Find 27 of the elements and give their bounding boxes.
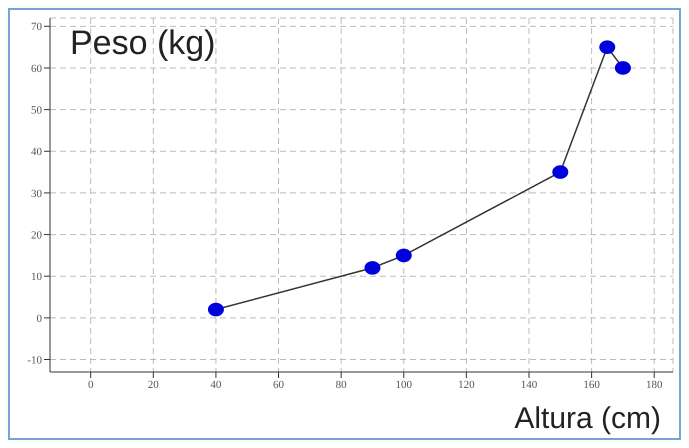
x-tick-label: 140 <box>520 378 538 391</box>
x-tick-label: 160 <box>583 378 600 391</box>
x-tick-label: 40 <box>210 378 222 391</box>
point <box>364 261 380 275</box>
y-tick-label: 40 <box>31 146 42 158</box>
x-tick-label: 100 <box>396 378 413 391</box>
y-tick-label: 30 <box>31 188 42 200</box>
x-tick-label: 20 <box>148 378 160 391</box>
y-tick-label: 10 <box>31 271 42 284</box>
y-tick-label: 60 <box>31 62 42 75</box>
y-tick-label: 20 <box>31 229 42 242</box>
x-tick-label: 180 <box>646 378 663 391</box>
point <box>552 165 568 179</box>
point <box>599 40 616 54</box>
x-tick-label: 0 <box>88 378 94 391</box>
x-axis-title: Altura (cm) <box>514 402 661 436</box>
point <box>396 248 412 262</box>
y-tick-label: 70 <box>31 21 42 34</box>
point <box>614 61 631 75</box>
x-tick-label: 80 <box>336 378 348 391</box>
y-tick-label: -10 <box>27 354 42 366</box>
y-axis-title: Peso (kg) <box>70 24 216 63</box>
x-tick-label: 120 <box>458 378 476 391</box>
y-tick-label: 50 <box>31 104 42 117</box>
point <box>208 302 224 316</box>
x-tick-label: 60 <box>273 378 285 391</box>
y-tick-label: 0 <box>36 312 42 325</box>
